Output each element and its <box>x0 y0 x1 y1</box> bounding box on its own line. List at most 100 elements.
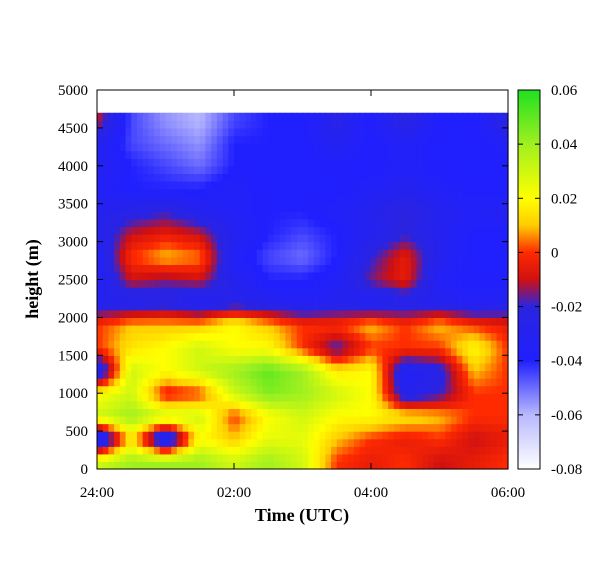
heatmap-cell <box>382 234 389 243</box>
heatmap-cell <box>422 423 429 432</box>
heatmap-cell <box>119 203 127 212</box>
heatmap-cell <box>485 347 492 356</box>
heatmap-cell <box>342 378 349 387</box>
heatmap-cell <box>490 158 498 167</box>
heatmap-cell <box>371 226 378 235</box>
heatmap-cell <box>119 309 127 318</box>
heatmap-cell <box>234 453 241 463</box>
heatmap-cell <box>136 112 144 121</box>
heatmap-cell <box>468 347 475 356</box>
heatmap-cell <box>325 453 332 463</box>
heatmap-cell <box>353 150 361 159</box>
heatmap-cell <box>188 218 195 228</box>
heatmap-cell <box>188 423 195 432</box>
heatmap-cell <box>102 196 110 205</box>
heatmap-cell <box>108 378 115 387</box>
heatmap-cell <box>456 264 463 273</box>
heatmap-cell <box>228 446 235 455</box>
heatmap-cell <box>171 324 178 334</box>
heatmap-cell <box>331 158 338 167</box>
heatmap-cell <box>359 324 366 334</box>
heatmap-cell <box>108 203 115 212</box>
heatmap-cell <box>285 438 292 447</box>
heatmap-cell <box>194 400 201 409</box>
heatmap-cell <box>154 294 161 303</box>
heatmap-cell <box>251 264 258 273</box>
heatmap-cell <box>371 165 378 174</box>
heatmap-cell <box>216 370 224 379</box>
heatmap-cell <box>456 158 463 167</box>
heatmap-cell <box>331 226 338 235</box>
heatmap-cell <box>285 431 292 440</box>
heatmap-cell <box>296 393 304 402</box>
heatmap-cell <box>273 309 281 318</box>
heatmap-cell <box>154 279 161 288</box>
heatmap-cell <box>393 279 401 288</box>
heatmap-cell <box>365 461 372 470</box>
heatmap-cell <box>410 423 418 432</box>
heatmap-cell <box>353 218 361 228</box>
heatmap-cell <box>376 370 384 379</box>
heatmap-cell <box>148 211 155 220</box>
heatmap-cell <box>256 173 264 182</box>
heatmap-cell <box>296 317 304 326</box>
heatmap-cell <box>422 271 429 281</box>
heatmap-cell <box>188 112 195 121</box>
heatmap-cell <box>159 385 167 394</box>
heatmap-cell <box>353 287 361 296</box>
heatmap-cell <box>205 180 212 190</box>
heatmap-cell <box>165 196 172 205</box>
heatmap-cell <box>336 431 344 440</box>
heatmap-cell <box>308 461 315 470</box>
heatmap-cell <box>473 188 481 197</box>
heatmap-cell <box>473 400 481 409</box>
heatmap-cell <box>496 158 503 167</box>
heatmap-cell <box>445 294 452 303</box>
heatmap-cell <box>450 453 458 463</box>
heatmap-cell <box>382 446 389 455</box>
heatmap-cell <box>348 218 355 228</box>
heatmap-cell <box>376 211 384 220</box>
heatmap-cell <box>256 431 264 440</box>
heatmap-cell <box>302 180 309 190</box>
heatmap-cell <box>102 355 110 364</box>
heatmap-cell <box>222 188 229 197</box>
heatmap-cell <box>485 317 492 326</box>
heatmap-cell <box>336 211 344 220</box>
heatmap-cell <box>228 400 235 409</box>
heatmap-cell <box>188 385 195 394</box>
heatmap-cell <box>296 446 304 455</box>
heatmap-cell <box>371 355 378 364</box>
heatmap-cell <box>222 135 229 144</box>
heatmap-cell <box>308 180 315 190</box>
heatmap-cell <box>154 203 161 212</box>
heatmap-cell <box>393 196 401 205</box>
heatmap-cell <box>148 234 155 243</box>
heatmap-cell <box>188 226 195 235</box>
heatmap-cell <box>262 287 269 296</box>
heatmap-cell <box>285 143 292 152</box>
heatmap-cell <box>114 393 121 402</box>
heatmap-cell <box>342 150 349 159</box>
heatmap-cell <box>188 279 195 288</box>
heatmap-cell <box>211 203 218 212</box>
heatmap-cell <box>279 234 286 243</box>
heatmap-cell <box>428 347 435 356</box>
heatmap-cell <box>279 127 286 137</box>
heatmap-cell <box>285 271 292 281</box>
heatmap-cell <box>171 378 178 387</box>
heatmap-cell <box>342 158 349 167</box>
heatmap-cell <box>216 309 224 318</box>
heatmap-cell <box>462 203 469 212</box>
heatmap-cell <box>388 378 395 387</box>
heatmap-cell <box>302 218 309 228</box>
heatmap-cell <box>262 173 269 182</box>
heatmap-cell <box>154 127 161 137</box>
heatmap-cell <box>342 287 349 296</box>
heatmap-cell <box>234 438 241 447</box>
heatmap-cell <box>205 203 212 212</box>
heatmap-cell <box>348 188 355 197</box>
heatmap-cell <box>410 370 418 379</box>
heatmap-cell <box>456 317 463 326</box>
heatmap-cell <box>439 112 446 121</box>
